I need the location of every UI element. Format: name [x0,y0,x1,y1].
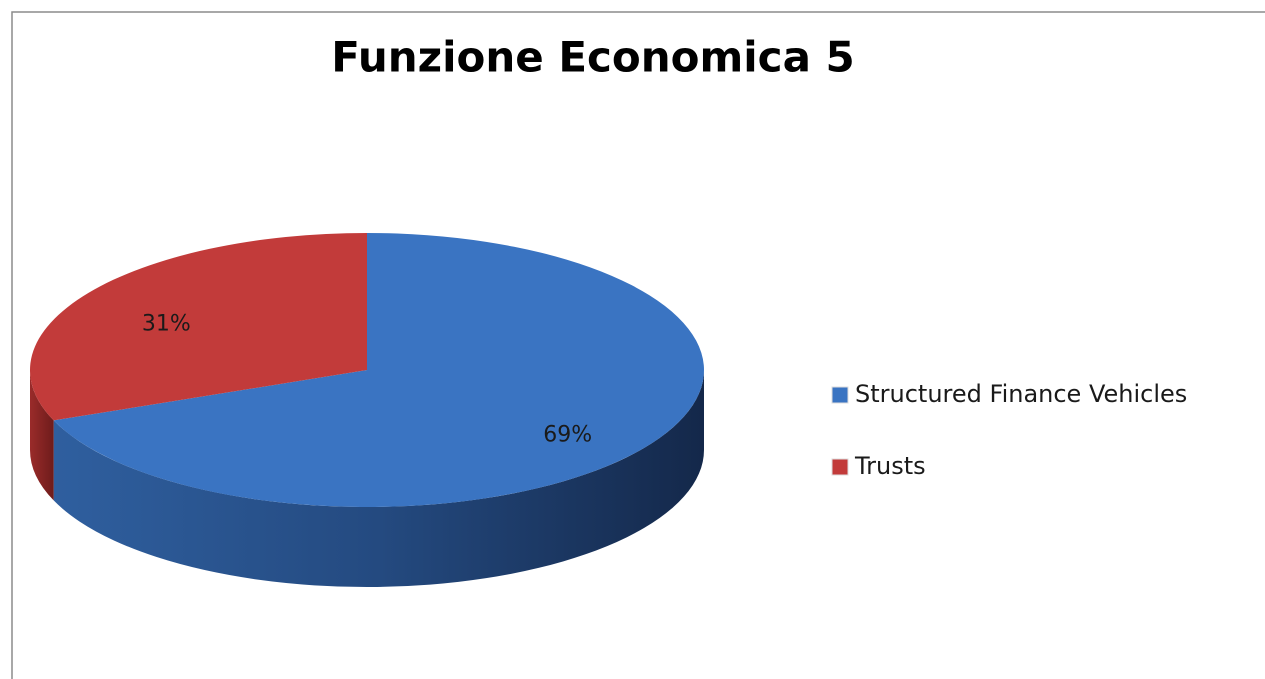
data-label: 31% [142,312,191,337]
chart-title: Funzione Economica 5 [331,33,855,82]
legend-swatch [831,386,849,404]
pie-side [30,370,54,501]
pie: 69% 31% [30,233,704,588]
chart-frame [11,11,1265,679]
legend: Structured Finance Vehicles Trusts [831,380,1187,480]
pie-slice [30,233,368,421]
pie-slice [53,233,704,508]
pie-side [53,370,704,588]
legend-label: Trusts [854,452,926,480]
legend-swatch [831,458,849,476]
data-label: 69% [543,422,592,447]
legend-label: Structured Finance Vehicles [855,380,1187,408]
